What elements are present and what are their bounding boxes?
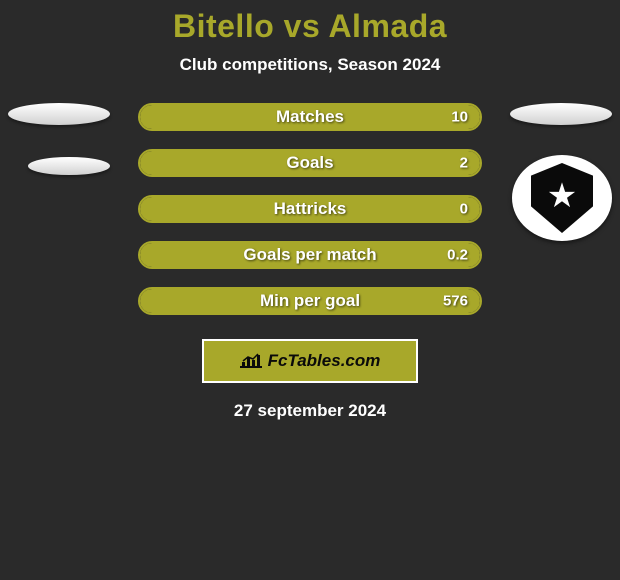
stat-bar: Matches 10 [138, 103, 482, 131]
page-subtitle: Club competitions, Season 2024 [0, 55, 620, 75]
shield-icon: ★ [531, 163, 593, 233]
brand-badge: FcTables.com [202, 339, 418, 383]
stat-label: Hattricks [274, 199, 347, 219]
chart-icon [240, 352, 262, 370]
club-badge: ★ [512, 155, 612, 241]
stat-bar: Min per goal 576 [138, 287, 482, 315]
chart-area: ★ Matches 10 Goals 2 Hattricks 0 Goals per mat… [0, 103, 620, 315]
stat-label: Goals [286, 153, 333, 173]
brand-label: FcTables.com [268, 351, 381, 371]
stat-bar: Hattricks 0 [138, 195, 482, 223]
star-icon: ★ [547, 179, 577, 213]
stat-value: 0 [460, 201, 468, 218]
date-label: 27 september 2024 [0, 401, 620, 421]
page-title: Bitello vs Almada [0, 8, 620, 45]
comparison-card: Bitello vs Almada Club competitions, Sea… [0, 0, 620, 580]
stat-value: 0.2 [447, 247, 468, 264]
team-badge-placeholder-icon [28, 157, 110, 175]
stat-value: 576 [443, 293, 468, 310]
right-team-badges: ★ [510, 103, 612, 241]
stat-value: 2 [460, 155, 468, 172]
stat-label: Goals per match [243, 245, 376, 265]
stat-bar: Goals per match 0.2 [138, 241, 482, 269]
stat-bar: Goals 2 [138, 149, 482, 177]
stat-label: Matches [276, 107, 344, 127]
team-badge-placeholder-icon [8, 103, 110, 125]
stat-label: Min per goal [260, 291, 360, 311]
left-team-badges [8, 103, 110, 175]
team-badge-placeholder-icon [510, 103, 612, 125]
stat-value: 10 [451, 109, 468, 126]
stat-bars: Matches 10 Goals 2 Hattricks 0 Goals per match… [138, 103, 482, 315]
